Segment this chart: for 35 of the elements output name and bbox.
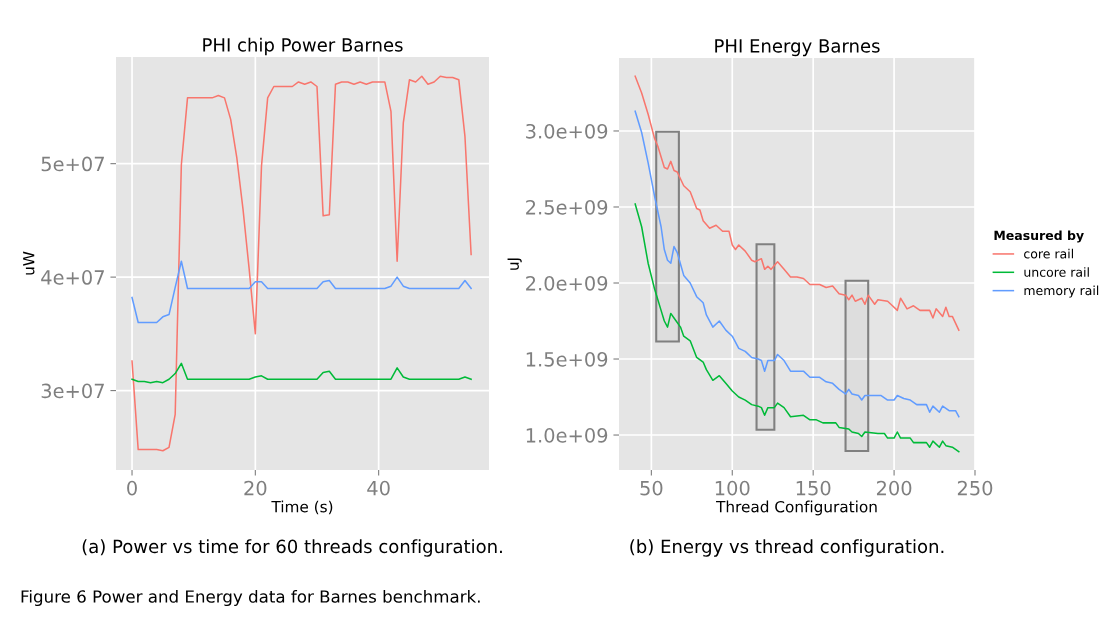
x-axis-title: Thread Configuration: [716, 500, 877, 516]
x-tick-label: 100: [715, 480, 750, 496]
y-tick-label: 1.5e+09: [526, 351, 608, 367]
y-tick-label: 3e+07: [41, 383, 104, 399]
chart-title: PHI chip Power Barnes: [203, 37, 403, 56]
legend-label: core rail: [1024, 248, 1073, 259]
x-tick-label: 250: [957, 480, 993, 496]
y-axis-title: uW: [23, 251, 35, 275]
x-tick-label: 40: [367, 480, 390, 496]
caption: Figure 6 Power and Energy data for Barnes benchmark.: [21, 589, 480, 607]
line-series: [634, 203, 960, 453]
y-tick-label: 5e+07: [41, 156, 104, 172]
line-series: [634, 110, 960, 418]
x-tick-label: 150: [796, 480, 831, 496]
text: (a) Power vs time for 60 threads configuration.: [82, 539, 502, 557]
x-tick-label: 20: [244, 480, 267, 496]
x-tick-label: 50: [640, 480, 663, 496]
line-series: [131, 75, 472, 452]
text: (b) Energy vs thread configuration.: [630, 539, 944, 557]
y-tick-label: 1.0e+09: [526, 427, 608, 443]
x-axis-title: Time (s): [271, 500, 333, 515]
chart-title: PHI Energy Barnes: [715, 39, 880, 57]
legend-label: uncore rail: [1024, 267, 1089, 277]
x-tick-label: 0: [127, 480, 137, 496]
line-series: [131, 362, 472, 384]
y-axis-title: uJ: [507, 258, 522, 270]
y-tick-label: 4e+07: [41, 270, 104, 285]
y-tick-label: 2.0e+09: [526, 275, 608, 291]
legend-label: memory rail: [1024, 285, 1099, 298]
x-tick-label: 200: [876, 480, 912, 496]
legend-title: Measured by: [994, 230, 1084, 243]
y-tick-label: 3.0e+09: [526, 123, 608, 139]
y-tick-label: 2.5e+09: [526, 199, 608, 215]
line-series: [131, 260, 472, 324]
line-series: [634, 75, 960, 331]
